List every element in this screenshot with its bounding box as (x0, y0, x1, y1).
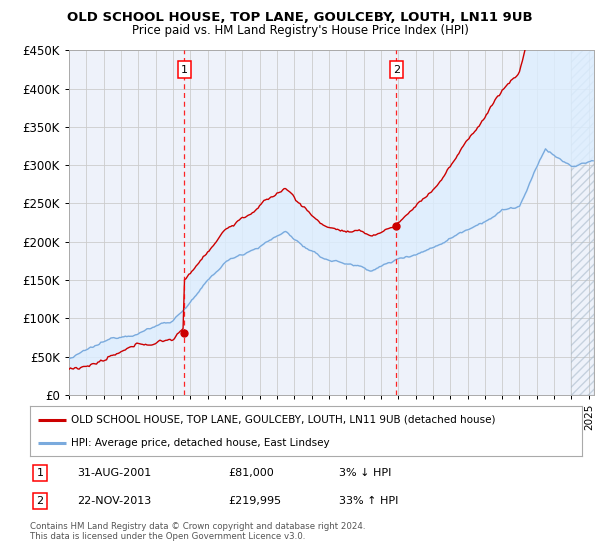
Text: HPI: Average price, detached house, East Lindsey: HPI: Average price, detached house, East… (71, 438, 330, 448)
Text: 33% ↑ HPI: 33% ↑ HPI (339, 496, 398, 506)
Text: OLD SCHOOL HOUSE, TOP LANE, GOULCEBY, LOUTH, LN11 9UB (detached house): OLD SCHOOL HOUSE, TOP LANE, GOULCEBY, LO… (71, 414, 496, 424)
Text: 3% ↓ HPI: 3% ↓ HPI (339, 468, 391, 478)
Text: £81,000: £81,000 (229, 468, 274, 478)
Text: 1: 1 (181, 64, 188, 74)
Text: Contains HM Land Registry data © Crown copyright and database right 2024.: Contains HM Land Registry data © Crown c… (30, 522, 365, 531)
Text: This data is licensed under the Open Government Licence v3.0.: This data is licensed under the Open Gov… (30, 532, 305, 541)
Text: 22-NOV-2013: 22-NOV-2013 (77, 496, 151, 506)
Text: 1: 1 (37, 468, 43, 478)
Text: 31-AUG-2001: 31-AUG-2001 (77, 468, 151, 478)
Text: Price paid vs. HM Land Registry's House Price Index (HPI): Price paid vs. HM Land Registry's House … (131, 24, 469, 36)
Text: 2: 2 (37, 496, 43, 506)
Text: £219,995: £219,995 (229, 496, 282, 506)
Text: 2: 2 (393, 64, 400, 74)
Text: OLD SCHOOL HOUSE, TOP LANE, GOULCEBY, LOUTH, LN11 9UB: OLD SCHOOL HOUSE, TOP LANE, GOULCEBY, LO… (67, 11, 533, 24)
